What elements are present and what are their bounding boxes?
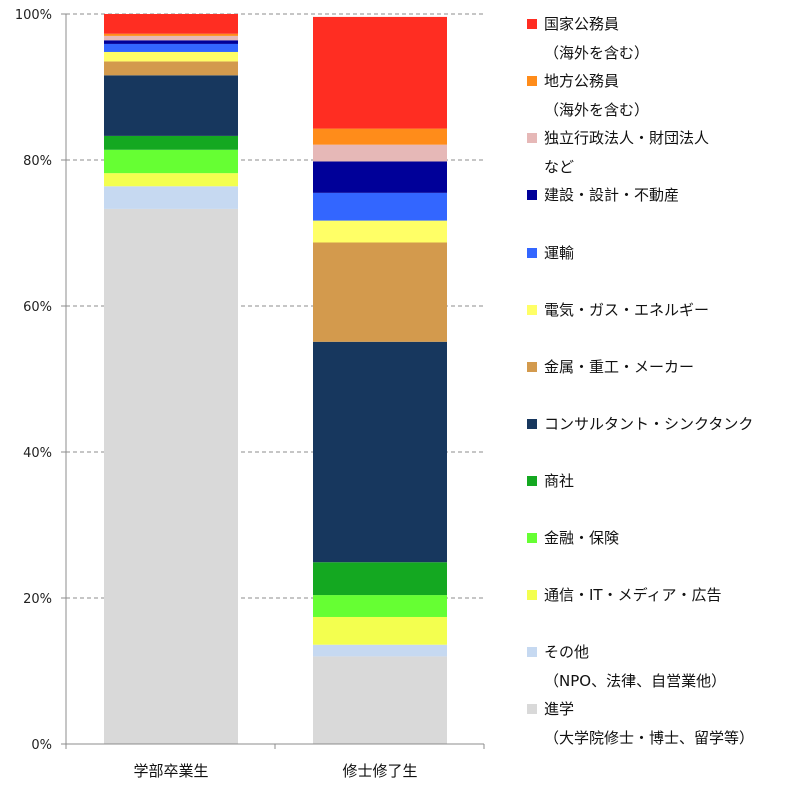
legend-swatch	[527, 419, 537, 429]
bar-segment	[313, 616, 447, 645]
bar-segment	[104, 208, 238, 744]
bar-segment	[313, 144, 447, 162]
legend-label: 商社	[544, 472, 574, 490]
bar-segment	[104, 61, 238, 76]
y-tick-label: 20%	[23, 592, 52, 607]
bar-segment	[313, 656, 447, 744]
legend-label: コンサルタント・シンクタンク	[544, 415, 753, 433]
axes: 0% 20% 40% 60% 80% 100% 学部卒業生 修士修了生	[15, 8, 485, 780]
bar-segment	[313, 220, 447, 243]
legend-sublabel: （海外を含む）	[544, 101, 649, 119]
legend-swatch	[527, 76, 537, 86]
legend-label: 建設・設計・不動産	[544, 186, 679, 204]
legend-label: 国家公務員	[544, 15, 619, 33]
bar-segment	[313, 341, 447, 563]
legend-swatch	[527, 704, 537, 714]
legend-label: 進学	[544, 700, 574, 718]
bar-segment	[313, 644, 447, 657]
bar-segment	[313, 562, 447, 596]
bar-segment	[104, 173, 238, 187]
legend-swatch	[527, 647, 537, 657]
x-category-label: 修士修了生	[342, 762, 417, 780]
legend-sublabel: など	[544, 158, 574, 176]
bar-segment	[104, 43, 238, 52]
bar-segment	[313, 242, 447, 342]
legend-sublabel: （大学院修士・博士、留学等）	[544, 729, 754, 747]
legend-swatch	[527, 133, 537, 143]
legend-label: 地方公務員	[544, 72, 619, 90]
bar-segment	[104, 35, 238, 41]
legend-swatch	[527, 19, 537, 29]
legend-sublabel: （NPO、法律、自営業他）	[544, 672, 726, 690]
legend-label: 通信・IT・メディア・広告	[544, 586, 722, 604]
legend-swatch	[527, 590, 537, 600]
bar-segment	[104, 33, 238, 36]
legend-swatch	[527, 190, 537, 200]
y-tick-label: 0%	[31, 738, 52, 753]
x-category-label: 学部卒業生	[133, 762, 208, 780]
bars	[104, 14, 447, 744]
y-tick-label: 60%	[23, 300, 52, 315]
legend-swatch	[527, 533, 537, 543]
bar-segment	[313, 161, 447, 193]
legend-swatch	[527, 476, 537, 486]
y-tick-label: 80%	[23, 154, 52, 169]
legend-label: 運輸	[544, 244, 574, 262]
bar-segment	[104, 14, 238, 34]
bar-segment	[313, 192, 447, 221]
bar-segment	[104, 149, 238, 174]
legend-label: 金融・保険	[544, 529, 619, 547]
bar-segment	[104, 75, 238, 136]
legend-sublabel: （海外を含む）	[544, 44, 649, 62]
y-tick-label: 40%	[23, 446, 52, 461]
legend-swatch	[527, 362, 537, 372]
y-tick-label: 100%	[15, 8, 52, 23]
legend: 国家公務員 （海外を含む） 地方公務員 （海外を含む） 独立行政法人・財団法人など建設・…	[527, 15, 754, 747]
bar-segment	[104, 40, 238, 44]
bar-segment	[313, 595, 447, 617]
bar-segment	[104, 135, 238, 150]
legend-label: その他	[544, 643, 589, 661]
bar-segment	[104, 51, 238, 62]
legend-label: 独立行政法人・財団法人	[544, 129, 709, 147]
legend-label: 金属・重工・メーカー	[544, 358, 694, 376]
legend-swatch	[527, 248, 537, 258]
bar-segment	[313, 16, 447, 129]
legend-label: 電気・ガス・エネルギー	[544, 301, 709, 319]
legend-swatch	[527, 305, 537, 315]
bar-segment	[313, 128, 447, 145]
bar-segment	[104, 186, 238, 209]
